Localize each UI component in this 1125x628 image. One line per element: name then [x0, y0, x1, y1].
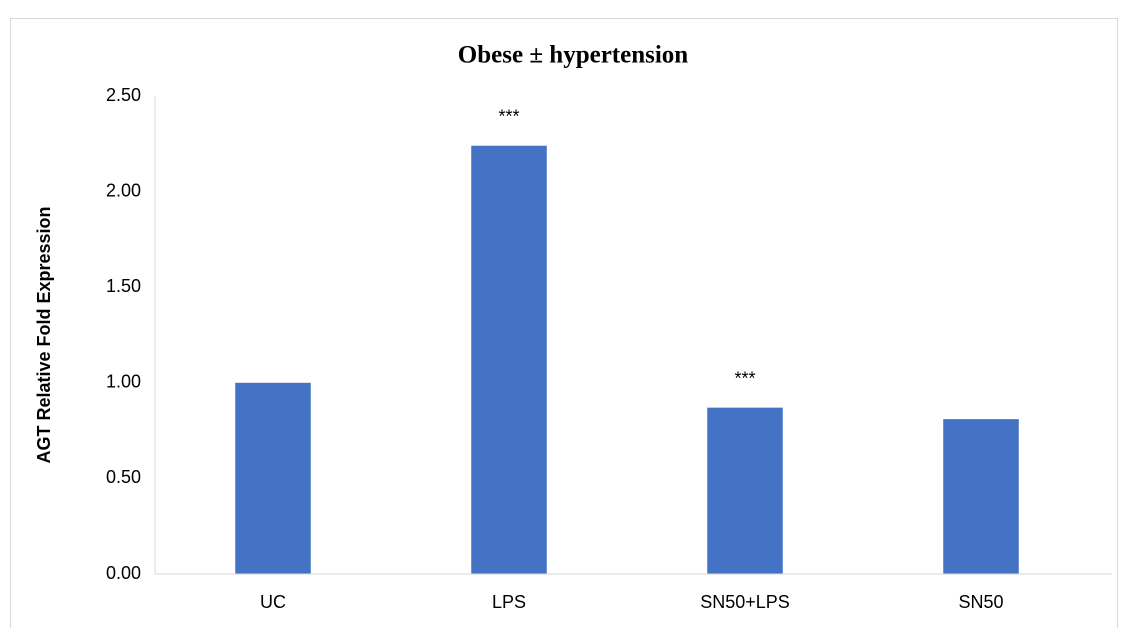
bar: [943, 419, 1019, 574]
x-tick-label: SN50+LPS: [700, 592, 790, 612]
chart-frame: [10, 18, 1118, 628]
y-tick-label: 1.50: [106, 276, 141, 296]
y-tick-label: 2.50: [106, 85, 141, 105]
y-tick-label: 1.00: [106, 372, 141, 392]
x-tick-label: LPS: [492, 592, 526, 612]
chart-title: Obese ± hypertension: [458, 42, 688, 69]
y-axis-label: AGT Relative Fold Expression: [34, 206, 54, 463]
x-tick-label: UC: [260, 592, 286, 612]
bar: [235, 382, 311, 574]
x-tick-label: SN50: [958, 592, 1003, 612]
y-tick-label: 2.00: [106, 180, 141, 200]
y-tick-label: 0.00: [106, 563, 141, 583]
bar: [471, 145, 547, 574]
bar: [707, 407, 783, 574]
y-tick-label: 0.50: [106, 467, 141, 487]
annotation: ***: [498, 106, 519, 126]
annotation: ***: [734, 368, 755, 388]
